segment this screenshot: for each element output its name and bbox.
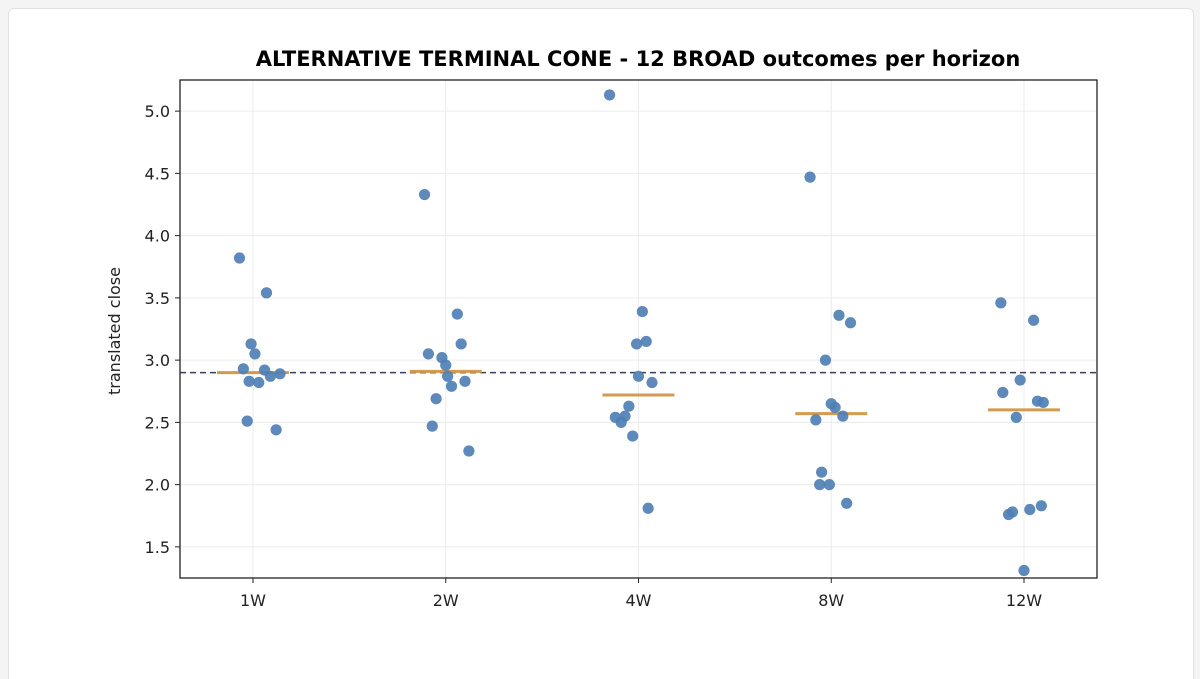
data-point bbox=[253, 376, 265, 389]
data-point bbox=[245, 338, 257, 350]
data-point bbox=[646, 376, 658, 389]
x-axis: 1W 2W 4W 8W 12W bbox=[240, 578, 1042, 610]
data-point bbox=[819, 354, 832, 366]
x-tick-label: 8W bbox=[818, 591, 844, 610]
data-point bbox=[249, 348, 261, 360]
data-point bbox=[837, 410, 849, 422]
data-point bbox=[442, 370, 454, 382]
data-point bbox=[1035, 500, 1047, 512]
y-axis: 1.5 2.0 2.5 3.0 3.5 4.0 4.5 5.0 bbox=[145, 102, 180, 557]
data-point bbox=[841, 497, 853, 509]
data-point bbox=[623, 400, 635, 412]
data-point bbox=[233, 252, 246, 264]
data-point bbox=[810, 414, 822, 426]
data-point bbox=[844, 317, 857, 329]
data-point bbox=[627, 430, 639, 442]
data-point bbox=[814, 479, 826, 491]
data-point bbox=[619, 410, 631, 422]
data-point bbox=[237, 363, 249, 375]
data-point bbox=[997, 386, 1009, 399]
data-point bbox=[430, 393, 442, 405]
y-tick-label: 5.0 bbox=[145, 102, 170, 121]
data-point bbox=[241, 415, 253, 427]
data-point bbox=[1028, 314, 1040, 326]
y-tick-label: 3.5 bbox=[145, 289, 170, 308]
data-point bbox=[833, 309, 845, 321]
y-tick-label: 4.5 bbox=[145, 164, 170, 183]
data-point bbox=[1037, 396, 1049, 409]
data-point bbox=[632, 370, 645, 382]
data-point bbox=[459, 375, 471, 387]
data-point bbox=[440, 359, 452, 371]
x-tick-label: 2W bbox=[433, 591, 459, 610]
data-point bbox=[823, 479, 835, 491]
y-tick-label: 3.0 bbox=[145, 351, 170, 370]
data-point bbox=[422, 348, 435, 360]
data-point bbox=[642, 502, 654, 514]
data-point bbox=[270, 424, 282, 436]
data-point bbox=[463, 445, 475, 457]
data-point bbox=[804, 171, 816, 183]
x-tick-label: 1W bbox=[240, 591, 266, 610]
data-point bbox=[1010, 411, 1022, 423]
y-tick-label: 4.0 bbox=[145, 227, 170, 246]
median-markers bbox=[217, 369, 1060, 416]
y-tick-label: 2.5 bbox=[145, 413, 170, 432]
data-points bbox=[233, 89, 1049, 577]
y-tick-label: 1.5 bbox=[145, 538, 170, 557]
data-point bbox=[829, 401, 841, 414]
data-point bbox=[1014, 374, 1026, 386]
data-point bbox=[603, 89, 616, 101]
data-point bbox=[455, 338, 467, 350]
data-point bbox=[418, 188, 431, 201]
data-point bbox=[995, 297, 1007, 309]
y-axis-label: translated close bbox=[105, 267, 124, 395]
x-tick-label: 4W bbox=[626, 591, 652, 610]
data-point bbox=[636, 305, 648, 318]
data-point bbox=[1018, 564, 1030, 577]
x-tick-label: 12W bbox=[1006, 591, 1042, 610]
y-tick-label: 2.0 bbox=[145, 476, 170, 495]
data-point bbox=[640, 335, 652, 348]
data-point bbox=[1006, 506, 1019, 518]
data-point bbox=[274, 368, 286, 380]
data-point bbox=[816, 466, 828, 478]
data-point bbox=[451, 308, 463, 320]
data-point bbox=[1024, 503, 1036, 516]
chart-card bbox=[8, 8, 1194, 679]
data-point bbox=[260, 287, 273, 299]
data-point bbox=[426, 420, 438, 432]
data-point bbox=[445, 380, 458, 392]
grid-lines bbox=[180, 80, 1097, 578]
data-point bbox=[630, 338, 643, 350]
data-point bbox=[264, 370, 276, 382]
data-point bbox=[243, 375, 255, 387]
chart-title: ALTERNATIVE TERMINAL CONE - 12 BROAD out… bbox=[256, 47, 1021, 71]
